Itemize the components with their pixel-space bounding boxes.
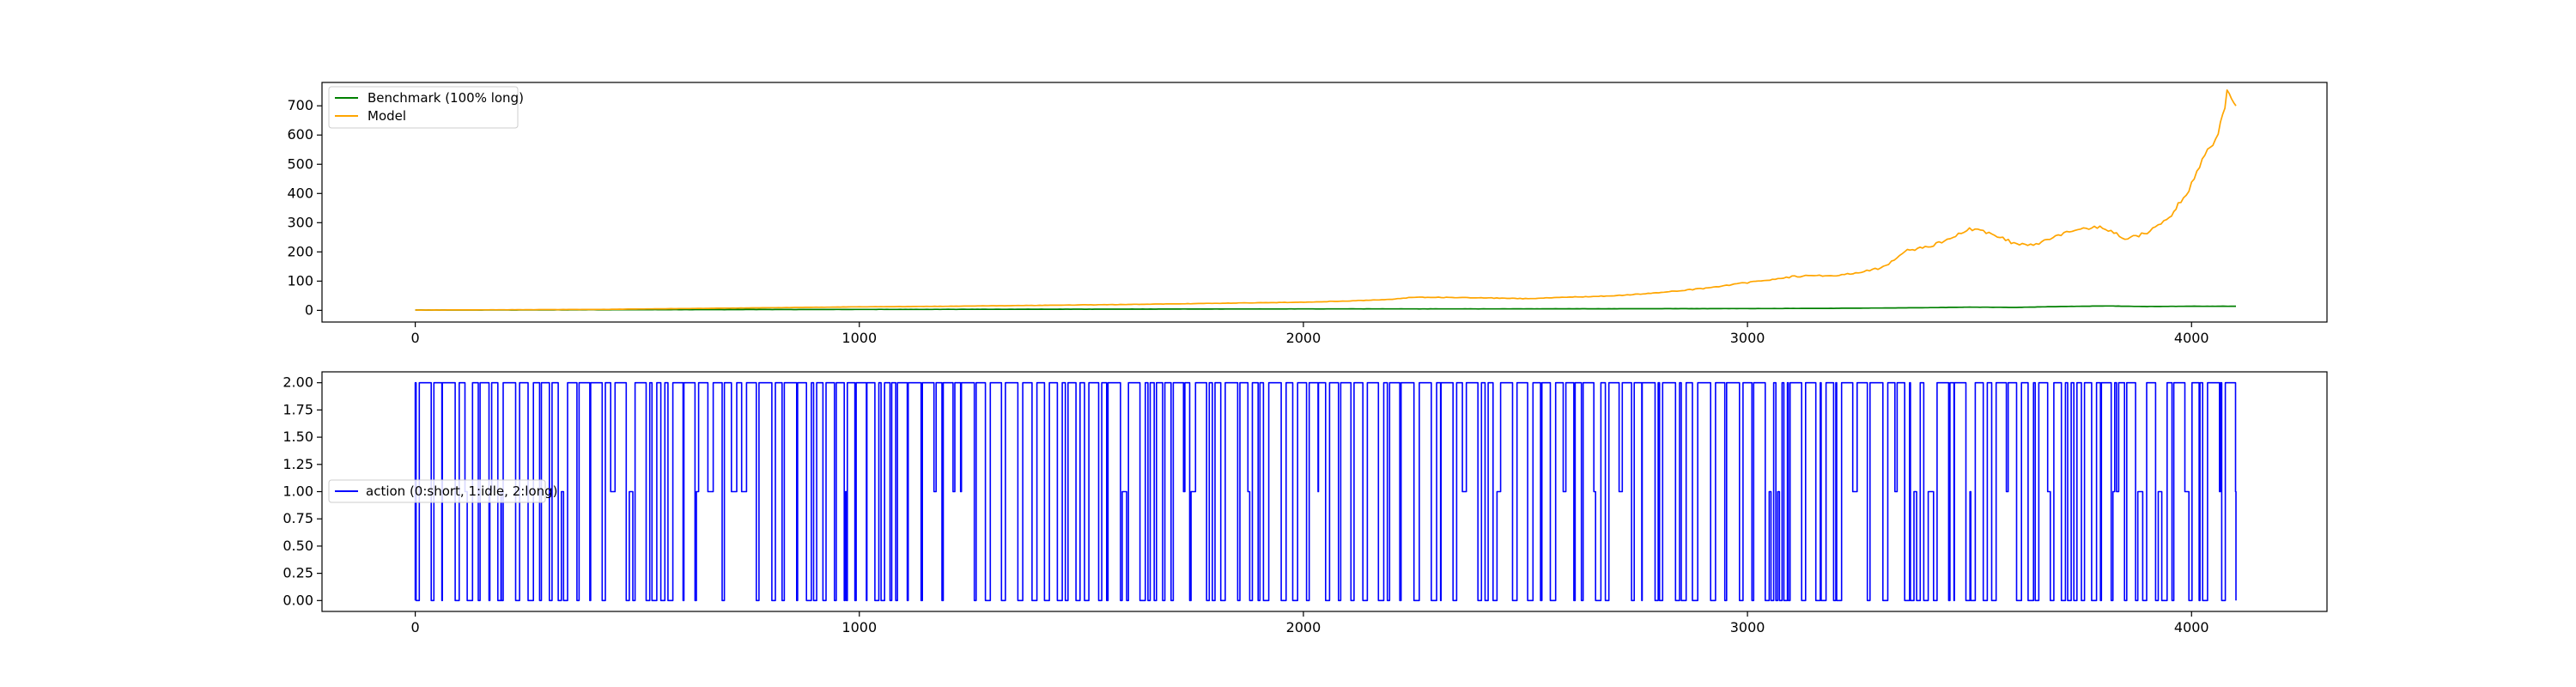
legend-box <box>328 86 519 129</box>
series-line <box>415 305 2236 311</box>
top-plot: 0 1000 2000 3000 40000100200300400500600700 … <box>287 82 2328 346</box>
y-tick-label: 0 <box>305 301 313 318</box>
bottom-plot-legend: action (0:short, 1:idle, 2:long) <box>328 479 558 503</box>
y-tick-label: 1.25 <box>283 456 313 472</box>
x-tick-label: 0 <box>411 330 420 346</box>
top-plot-ticks: 0 1000 2000 3000 4000 0 100 200 300 400 500 600 700 <box>287 97 2208 346</box>
y-tick-label: 1.75 <box>283 401 313 417</box>
legend-label-benchmark: Benchmark (100% long) <box>368 90 524 106</box>
bottom-plot-series <box>414 381 2237 602</box>
bottom-plot-ticks: 0 1000 2000 3000 4000 0.00 0.25 0.50 0.75 1.00 1.2… <box>283 374 2208 635</box>
top-plot-legend: Benchmark (100% long) Model <box>328 86 524 129</box>
y-tick-label: 0.50 <box>283 538 313 554</box>
top-plot-series <box>415 88 2237 311</box>
x-tick-label: 1000 <box>841 619 877 635</box>
x-tick-label: 0 <box>411 619 420 635</box>
x-tick-label: 3000 <box>1730 619 1765 635</box>
y-tick-label: 200 <box>287 243 313 259</box>
legend-box <box>328 479 546 503</box>
y-tick-label: 0.00 <box>283 592 313 608</box>
y-tick-label: 100 <box>287 272 313 289</box>
series-line <box>415 88 2237 311</box>
x-tick-label: 2000 <box>1286 330 1321 346</box>
y-tick-label: 1.50 <box>283 429 313 445</box>
y-tick-label: 600 <box>287 126 313 143</box>
y-tick-label: 300 <box>287 214 313 230</box>
x-tick-label: 4000 <box>2174 619 2209 635</box>
x-tick-label: 2000 <box>1286 619 1321 635</box>
x-tick-label: 4000 <box>2174 330 2209 346</box>
top-plot-frame <box>321 82 2328 323</box>
y-tick-label: 0.25 <box>283 565 313 581</box>
series-line <box>414 381 2237 602</box>
y-tick-label: 1.00 <box>283 483 313 500</box>
x-tick-label: 1000 <box>841 330 877 346</box>
x-tick-label: 3000 <box>1730 330 1765 346</box>
bottom-plot: 0 1000 2000 3000 4000 0.00 0.25 0.50 0.75 1.00 1.2… <box>283 371 2328 635</box>
y-tick-label: 0.75 <box>283 510 313 526</box>
y-tick-label: 500 <box>287 155 313 172</box>
y-tick-label: 400 <box>287 185 313 201</box>
y-tick-label: 700 <box>287 97 313 113</box>
y-tick-label: 2.00 <box>283 374 313 391</box>
legend-label-action: action (0:short, 1:idle, 2:long) <box>366 483 558 499</box>
legend-label-model: Model <box>368 108 406 124</box>
bottom-plot-frame <box>321 371 2328 612</box>
